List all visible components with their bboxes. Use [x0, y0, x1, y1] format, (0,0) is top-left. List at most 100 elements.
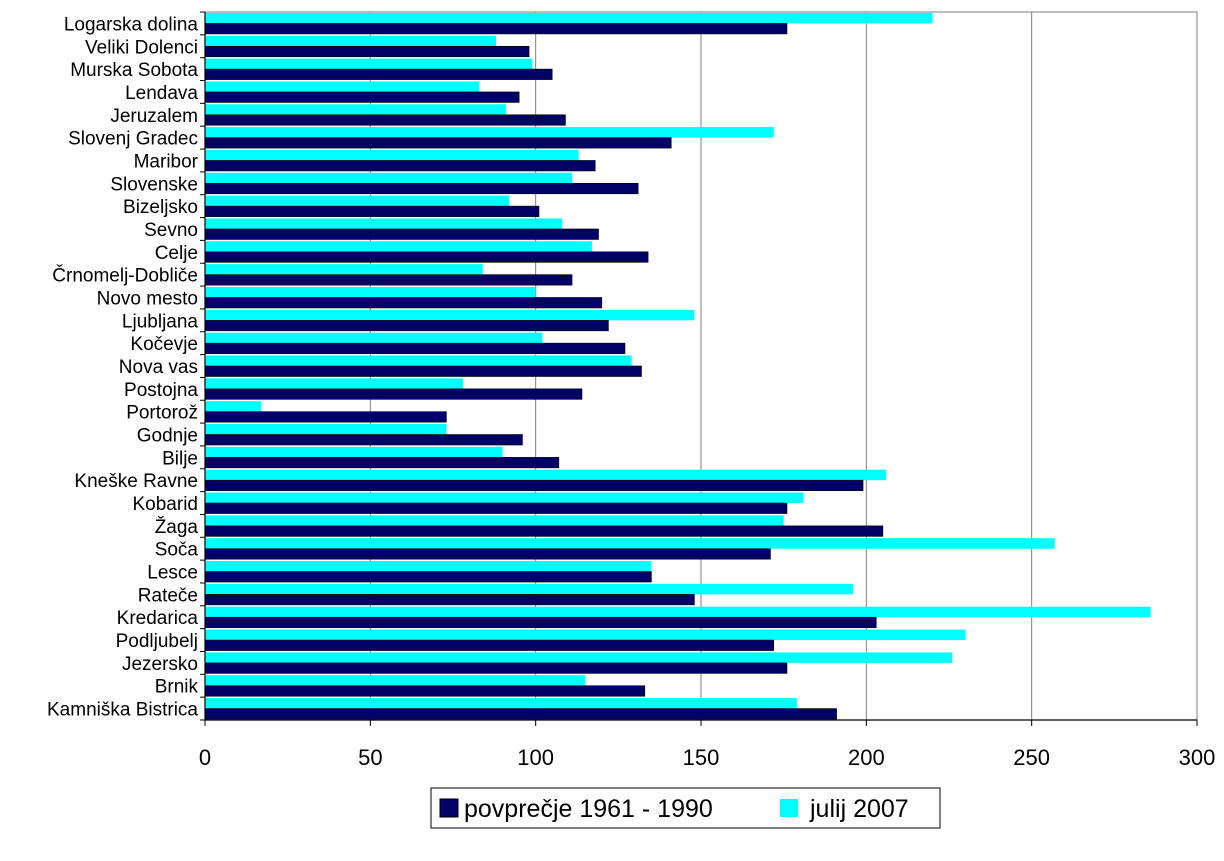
bar-povprecje-23 [204, 548, 771, 560]
x-tick-label: 200 [848, 745, 885, 770]
bar-povprecje-7 [204, 182, 639, 195]
bar-julij-2007-17 [205, 401, 262, 412]
bar-julij-2007-12 [205, 286, 536, 298]
bar-julij-2007-9 [205, 218, 563, 229]
bar-povprecje-24 [204, 571, 652, 583]
bar-julij-2007-6 [205, 149, 579, 161]
bar-julij-2007-15 [205, 355, 632, 366]
x-tick-label: 250 [1013, 745, 1050, 770]
category-label: Jezersko [122, 654, 198, 675]
bar-povprecje-12 [204, 297, 603, 309]
bar-julij-2007-29 [205, 675, 586, 686]
bar-julij-2007-3 [205, 81, 480, 92]
category-label: Ljubljana [122, 311, 198, 332]
bar-julij-2007-11 [205, 264, 483, 275]
bar-povprecje-18 [204, 434, 523, 446]
bar-julij-2007-18 [205, 424, 447, 435]
category-label: Kneške Ravne [74, 471, 198, 492]
bars [204, 12, 1151, 720]
bar-julij-2007-20 [205, 469, 887, 481]
bar-povprecje-17 [204, 411, 447, 423]
x-tick-label: 100 [517, 745, 554, 770]
bar-julij-2007-13 [205, 309, 695, 321]
bar-julij-2007-27 [205, 629, 966, 641]
bar-povprecje-28 [204, 662, 788, 674]
bar-julij-2007-24 [205, 561, 652, 572]
bar-povprecje-10 [204, 251, 649, 263]
category-label: Brnik [155, 677, 199, 698]
category-label: Logarska dolina [64, 14, 199, 35]
bar-julij-2007-8 [205, 195, 510, 207]
category-label: Črnomelj-Dobliče [52, 265, 198, 287]
category-label: Kredarica [117, 608, 199, 629]
bar-povprecje-22 [204, 525, 884, 537]
bar-povprecje-6 [204, 160, 596, 172]
bar-povprecje-11 [204, 274, 573, 286]
bar-julij-2007-23 [205, 538, 1055, 549]
bar-povprecje-0 [204, 23, 788, 35]
category-label: Novo mesto [97, 288, 198, 309]
bar-povprecje-13 [204, 320, 609, 332]
category-label: Postojna [124, 380, 198, 401]
legend-swatch-series-2 [780, 799, 798, 817]
x-tick-label: 150 [683, 745, 720, 770]
bar-julij-2007-16 [205, 378, 463, 389]
category-label: Lendava [125, 83, 198, 104]
bar-julij-2007-30 [205, 698, 797, 709]
legend-swatch-series-1 [439, 798, 459, 818]
bar-povprecje-16 [204, 388, 583, 400]
bar-povprecje-25 [204, 594, 695, 606]
bar-povprecje-19 [204, 457, 560, 469]
bar-povprecje-30 [204, 708, 837, 720]
category-label: Kočevje [130, 334, 198, 355]
x-tick-label: 50 [358, 745, 382, 770]
legend-label-series-1: povprečje 1961 - 1990 [464, 795, 713, 823]
bar-povprecje-3 [204, 91, 520, 103]
bar-povprecje-9 [204, 228, 599, 240]
x-tick-label: 300 [1179, 745, 1216, 770]
category-label: Kobarid [133, 494, 199, 515]
bar-povprecje-8 [204, 205, 540, 217]
bar-povprecje-4 [204, 114, 566, 126]
bar-julij-2007-25 [205, 583, 854, 595]
bar-povprecje-15 [204, 365, 642, 377]
category-label: Lesce [147, 563, 198, 584]
category-label: Kamniška Bistrica [47, 700, 198, 721]
category-label: Žaga [155, 516, 199, 538]
category-label: Slovenske [110, 174, 198, 195]
bar-julij-2007-1 [205, 35, 496, 47]
category-label: Bilje [162, 448, 198, 469]
legend-label-series-2: julij 2007 [809, 795, 909, 823]
bar-povprecje-5 [204, 137, 672, 149]
bar-povprecje-14 [204, 342, 626, 354]
bar-julij-2007-26 [205, 606, 1151, 618]
bar-julij-2007-5 [205, 127, 774, 138]
bar-povprecje-26 [204, 616, 877, 629]
bar-julij-2007-0 [205, 12, 933, 24]
bar-julij-2007-22 [205, 515, 784, 526]
category-label: Maribor [134, 151, 199, 172]
category-label: Godnje [137, 426, 198, 447]
category-label: Murska Sobota [70, 60, 198, 81]
axes [200, 11, 1198, 726]
category-label: Podljubelj [116, 631, 198, 652]
legend: povprečje 1961 - 1990 julij 2007 [430, 787, 941, 829]
bar-povprecje-21 [204, 502, 788, 514]
bar-povprecje-27 [204, 639, 775, 651]
category-label: Portorož [126, 403, 198, 424]
category-label: Slovenj Gradec [68, 129, 198, 150]
category-label: Nova vas [119, 357, 198, 378]
bar-julij-2007-7 [205, 172, 573, 184]
category-label: Sevno [144, 220, 198, 241]
category-label: Celje [155, 243, 198, 264]
category-label: Bizeljsko [123, 197, 198, 218]
category-label: Jeruzalem [110, 106, 198, 127]
bar-julij-2007-10 [205, 241, 592, 252]
category-label: Rateče [138, 585, 198, 606]
x-tick-label: 0 [199, 745, 211, 770]
bar-povprecje-20 [204, 479, 864, 491]
bar-julij-2007-21 [205, 492, 804, 504]
